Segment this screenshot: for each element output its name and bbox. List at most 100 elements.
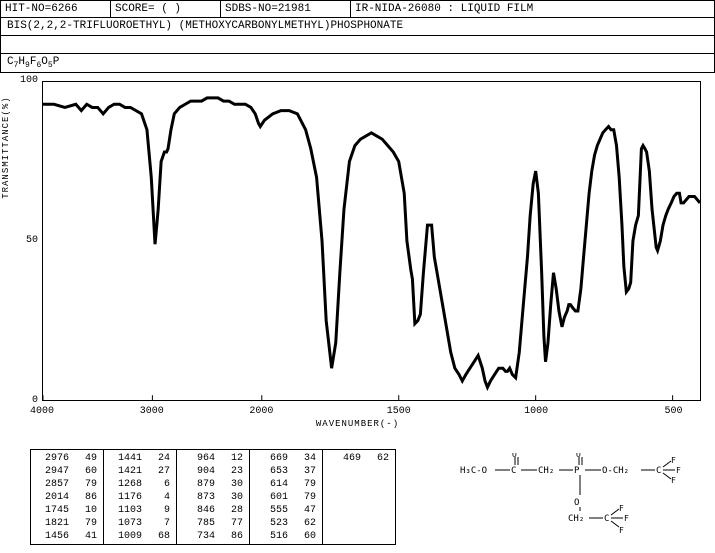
- svg-text:F: F: [671, 476, 676, 485]
- svg-text:O: O: [576, 453, 581, 459]
- svg-text:O: O: [574, 498, 579, 508]
- spectrum-line: [43, 82, 700, 400]
- bottom-panel: 2976492947602857792014861745101821791456…: [30, 449, 705, 545]
- peak-wavenumber: 2947: [37, 465, 69, 478]
- peak-value: 60: [296, 530, 316, 543]
- peak-value: 62: [369, 452, 389, 465]
- peak-wavenumber: 2014: [37, 491, 69, 504]
- score-cell: SCORE= ( ): [111, 1, 221, 17]
- hit-no-label: HIT-NO=: [5, 3, 51, 15]
- peak-row: 12686: [110, 478, 170, 491]
- formula-text: C7H9F6O5P: [7, 56, 59, 70]
- svg-text:O: O: [512, 453, 517, 459]
- x-tick: 1000: [524, 406, 548, 417]
- peak-row: 87930: [183, 478, 243, 491]
- peak-row: 100968: [110, 530, 170, 543]
- peak-row: 11764: [110, 491, 170, 504]
- y-tick: 0: [18, 395, 38, 406]
- peak-value: 60: [77, 465, 97, 478]
- peak-row: 2976 49: [37, 452, 97, 465]
- peak-value: 49: [77, 452, 97, 465]
- peak-row: 90423: [183, 465, 243, 478]
- peak-value: 12: [223, 452, 243, 465]
- peak-value: 28: [223, 504, 243, 517]
- structure-svg: H₃C-O C O CH₂ P O O-CH₂ C F F F: [455, 453, 705, 543]
- peak-value: 9: [150, 504, 170, 517]
- peak-row: 60179: [256, 491, 316, 504]
- svg-text:F: F: [624, 514, 629, 523]
- peak-row: 1745 10: [37, 504, 97, 517]
- peak-row: 653 37: [256, 465, 316, 478]
- peak-wavenumber: 1073: [110, 517, 142, 530]
- peak-value: 10: [77, 504, 97, 517]
- peak-wavenumber: 2976: [37, 452, 69, 465]
- peak-table: 2976492947602857792014861745101821791456…: [30, 449, 396, 545]
- peak-row: 846 28: [183, 504, 243, 517]
- peak-value: 62: [296, 517, 316, 530]
- peak-value: 34: [296, 452, 316, 465]
- peak-row: 2014 86: [37, 491, 97, 504]
- peak-row: 87330: [183, 491, 243, 504]
- peak-value: 79: [77, 478, 97, 491]
- y-tick: 100: [18, 75, 38, 86]
- peak-row: 2947 60: [37, 465, 97, 478]
- svg-text:F: F: [671, 456, 676, 465]
- x-axis-label: WAVENUMBER(-): [316, 419, 399, 429]
- peak-row: 11039: [110, 504, 170, 517]
- spacer-row: [0, 36, 715, 54]
- svg-text:O-CH₂: O-CH₂: [602, 466, 629, 476]
- peak-wavenumber: 1441: [110, 452, 142, 465]
- peak-value: 4: [150, 491, 170, 504]
- structure-diagram: H₃C-O C O CH₂ P O O-CH₂ C F F F: [396, 449, 705, 545]
- peak-value: 27: [150, 465, 170, 478]
- peak-column: 46962: [323, 450, 395, 544]
- peak-wavenumber: 516: [256, 530, 288, 543]
- y-axis-label: TRANSMITTANCE(%): [1, 97, 11, 199]
- peak-value: 47: [296, 504, 316, 517]
- peak-value: 86: [223, 530, 243, 543]
- svg-text:CH₂: CH₂: [568, 514, 584, 524]
- peak-value: 86: [77, 491, 97, 504]
- peak-row: 669 34: [256, 452, 316, 465]
- svg-text:F: F: [619, 504, 624, 513]
- peak-wavenumber: 669: [256, 452, 288, 465]
- peak-row: 516 60: [256, 530, 316, 543]
- peak-wavenumber: 614: [256, 478, 288, 491]
- x-tick: 500: [665, 406, 683, 417]
- svg-text:C: C: [604, 514, 609, 524]
- peak-wavenumber: 879: [183, 478, 215, 491]
- peak-value: 7: [150, 517, 170, 530]
- y-tick: 50: [18, 235, 38, 246]
- peak-wavenumber: 601: [256, 491, 288, 504]
- ir-label: IR-NIDA-26080 : LIQUID FILM: [355, 3, 533, 15]
- peak-row: 523 62: [256, 517, 316, 530]
- peak-value: 79: [296, 478, 316, 491]
- peak-wavenumber: 1009: [110, 530, 142, 543]
- plot-frame: [42, 81, 701, 401]
- hit-no-value: 6266: [51, 3, 77, 15]
- peak-wavenumber: 1268: [110, 478, 142, 491]
- peak-column: 1441 241421271268611764110391073 7100968: [104, 450, 177, 544]
- peak-value: 23: [223, 465, 243, 478]
- peak-value: 24: [150, 452, 170, 465]
- sdbs-cell: SDBS-NO=21981: [221, 1, 351, 17]
- peak-wavenumber: 846: [183, 504, 215, 517]
- svg-text:H₃C-O: H₃C-O: [460, 466, 487, 476]
- peak-row: 734 86: [183, 530, 243, 543]
- x-tick: 3000: [140, 406, 164, 417]
- peak-wavenumber: 653: [256, 465, 288, 478]
- x-tick: 1500: [387, 406, 411, 417]
- sdbs-value: 21981: [278, 3, 311, 15]
- score-label: SCORE=: [115, 3, 155, 15]
- peak-row: 142127: [110, 465, 170, 478]
- peak-row: 1441 24: [110, 452, 170, 465]
- svg-text:C: C: [656, 466, 661, 476]
- peak-row: 285779: [37, 478, 97, 491]
- sdbs-label: SDBS-NO=: [225, 3, 278, 15]
- peak-value: 37: [296, 465, 316, 478]
- peak-wavenumber: 1745: [37, 504, 69, 517]
- peak-row: 614 79: [256, 478, 316, 491]
- peak-wavenumber: 523: [256, 517, 288, 530]
- peak-wavenumber: 964: [183, 452, 215, 465]
- peak-wavenumber: 734: [183, 530, 215, 543]
